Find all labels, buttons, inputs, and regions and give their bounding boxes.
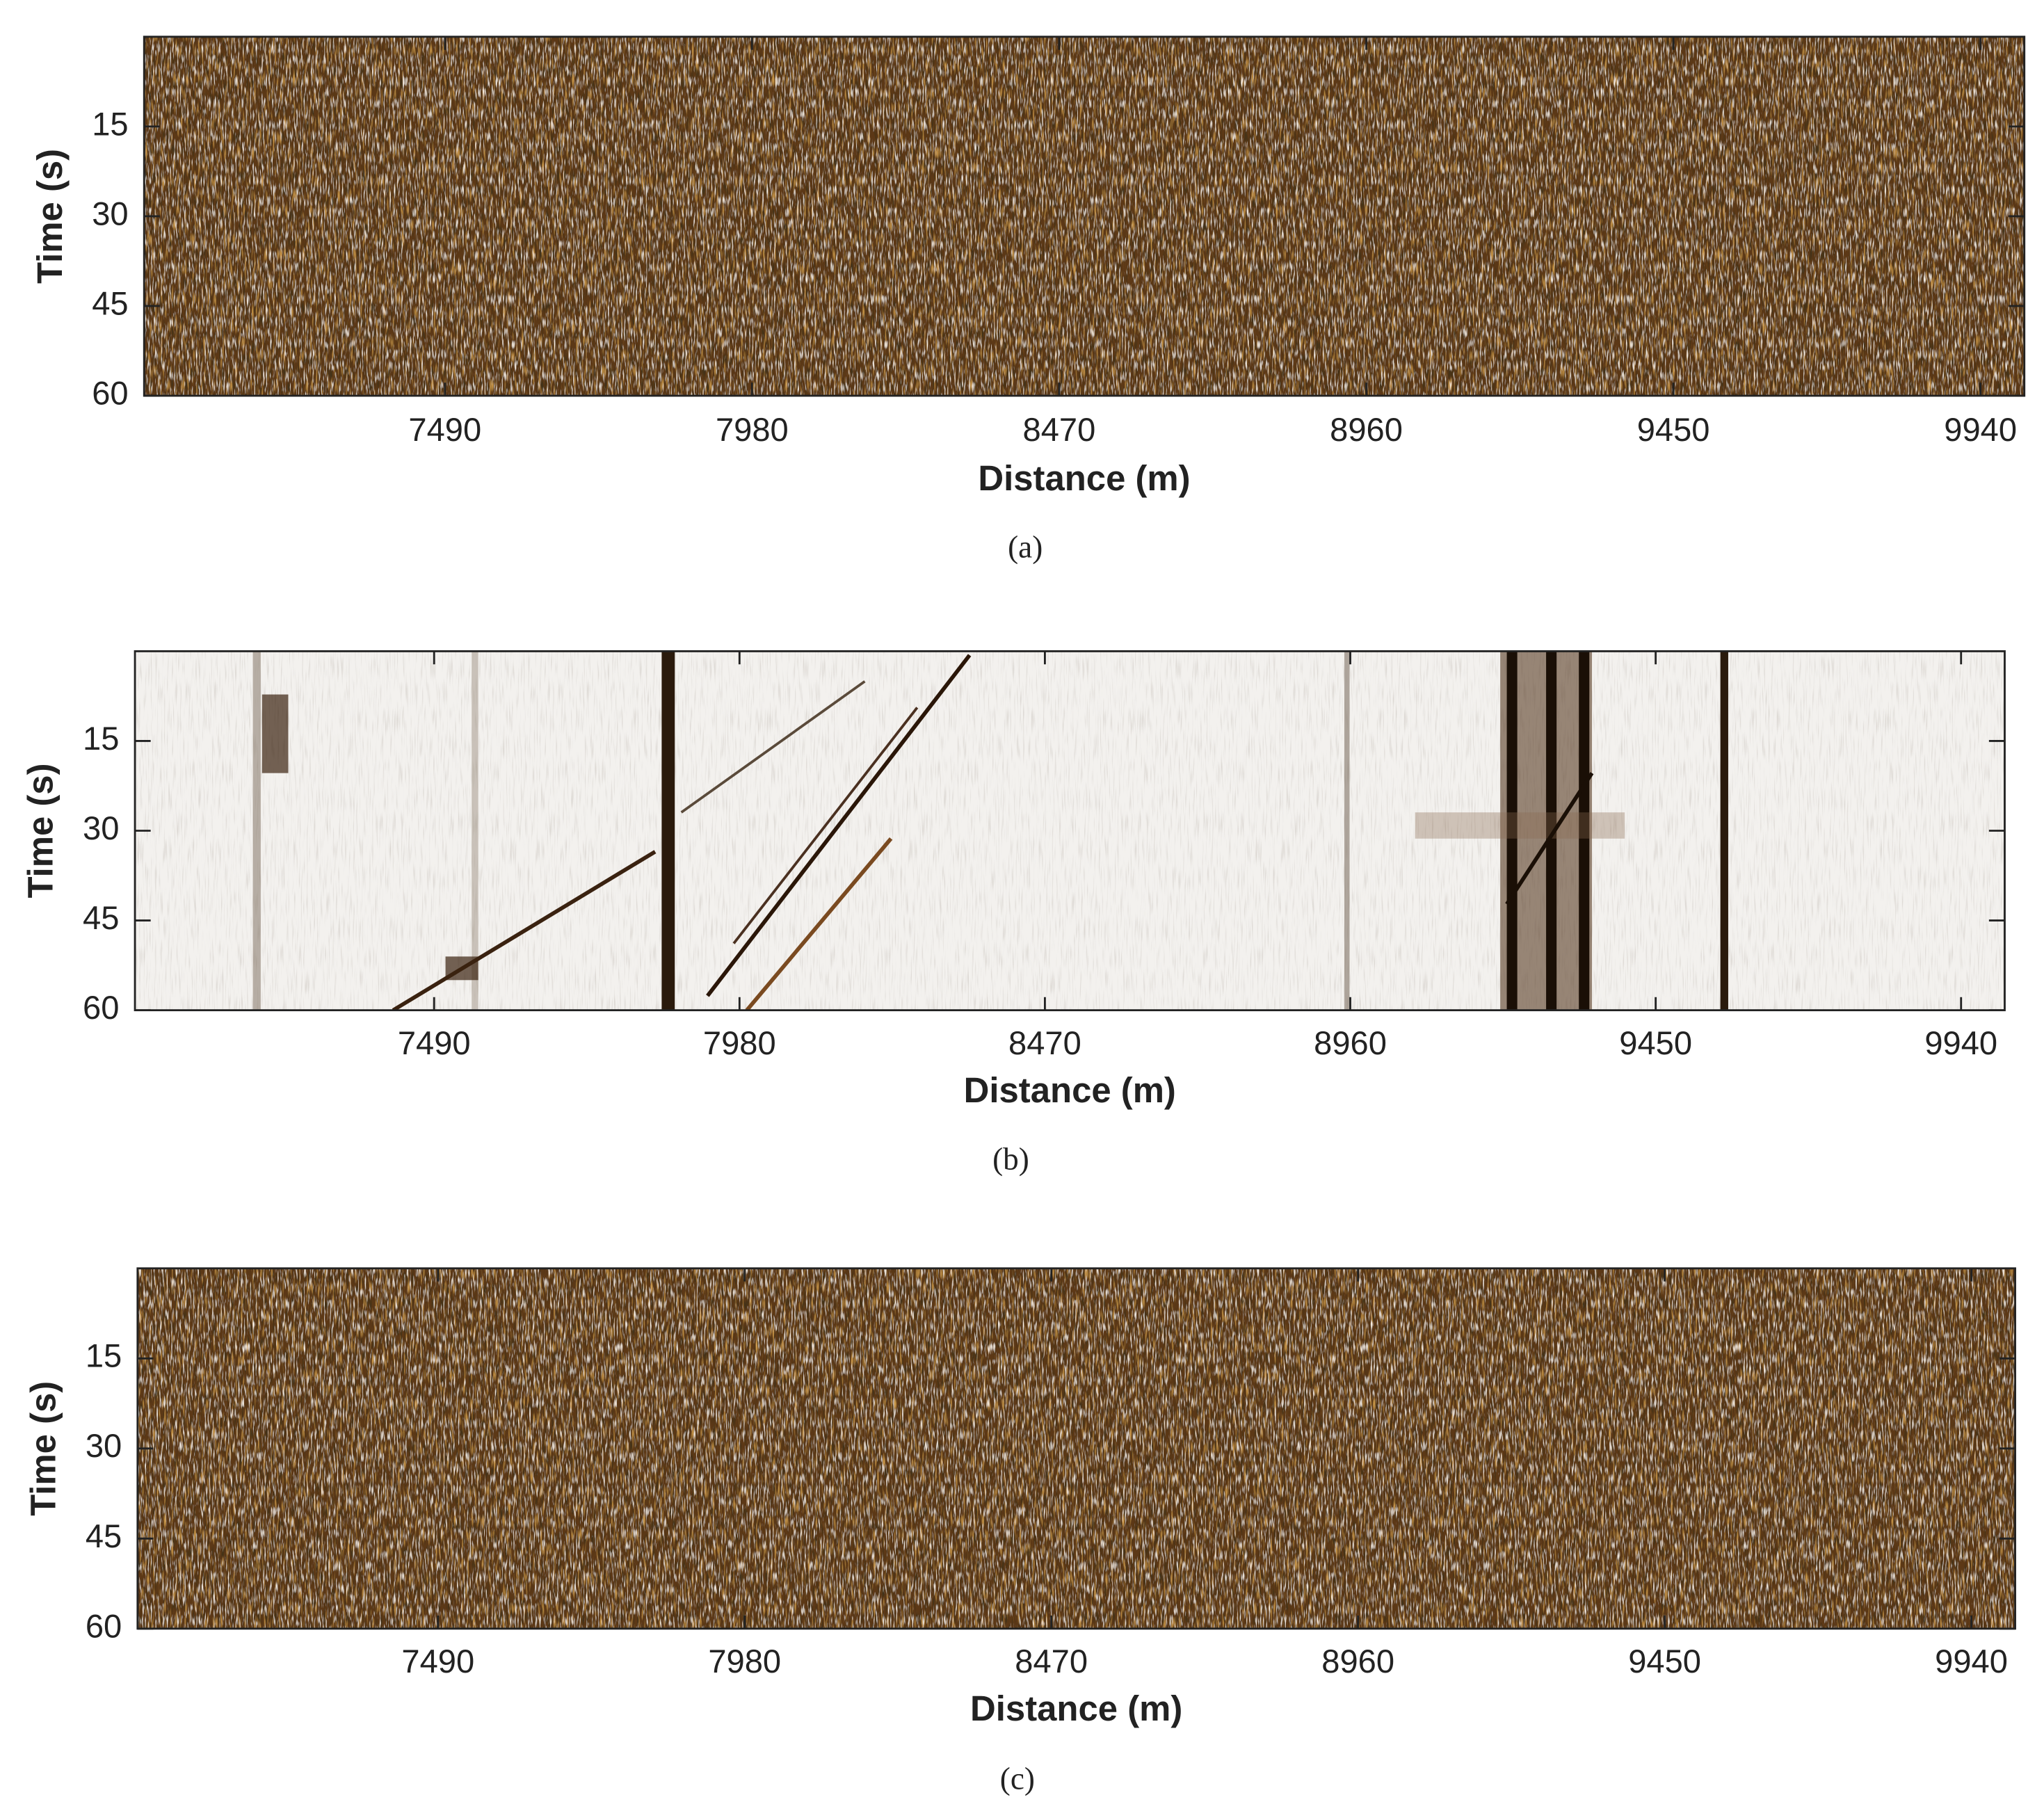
x-tick-label: 9940 <box>1924 1024 1997 1061</box>
x-tick-label: 8470 <box>1015 1643 1088 1680</box>
x-tick-label: 8960 <box>1321 1643 1394 1680</box>
x-axis-label: Distance (m) <box>964 1070 1176 1110</box>
y-axis-label: Time (s) <box>30 149 70 284</box>
x-tick-label: 7980 <box>708 1643 781 1680</box>
x-axis-label: Distance (m) <box>970 1689 1182 1728</box>
heatmap-image <box>135 651 2005 1010</box>
heatmap-image <box>144 36 2025 396</box>
x-tick-label: 8470 <box>1023 411 1096 448</box>
y-tick-label: 15 <box>92 105 128 142</box>
y-tick-label: 45 <box>92 284 128 321</box>
x-tick-label: 9940 <box>1944 411 2017 448</box>
x-tick-label: 9450 <box>1619 1024 1692 1061</box>
y-tick-label: 45 <box>86 1517 122 1554</box>
y-tick-label: 45 <box>83 899 119 936</box>
x-tick-label: 7980 <box>716 411 789 448</box>
y-tick-label: 15 <box>83 720 119 757</box>
y-tick-label: 60 <box>83 989 119 1026</box>
x-tick-label: 9450 <box>1628 1643 1701 1680</box>
y-tick-label: 30 <box>86 1427 122 1464</box>
panel-caption: (c) <box>1000 1762 1035 1796</box>
y-tick-label: 60 <box>92 374 128 411</box>
x-axis-label: Distance (m) <box>978 458 1190 498</box>
x-tick-label: 7490 <box>401 1643 474 1680</box>
event-traces <box>252 651 1728 1010</box>
x-tick-label: 9940 <box>1935 1643 2008 1680</box>
heatmap-image <box>137 1268 2015 1629</box>
panel-caption: (a) <box>1008 530 1043 565</box>
y-axis-label: Time (s) <box>23 1381 63 1516</box>
x-tick-label: 8960 <box>1330 411 1403 448</box>
y-tick-label: 30 <box>83 810 119 846</box>
panel-caption: (b) <box>992 1142 1029 1177</box>
y-tick-label: 60 <box>86 1607 122 1644</box>
y-tick-label: 15 <box>86 1337 122 1374</box>
x-tick-label: 7980 <box>703 1024 776 1061</box>
x-tick-label: 9450 <box>1637 411 1710 448</box>
x-tick-label: 8960 <box>1314 1024 1387 1061</box>
x-tick-label: 8470 <box>1008 1024 1081 1061</box>
y-axis-label: Time (s) <box>21 763 61 898</box>
x-tick-label: 7490 <box>398 1024 471 1061</box>
y-tick-label: 30 <box>92 195 128 232</box>
x-tick-label: 7490 <box>408 411 481 448</box>
